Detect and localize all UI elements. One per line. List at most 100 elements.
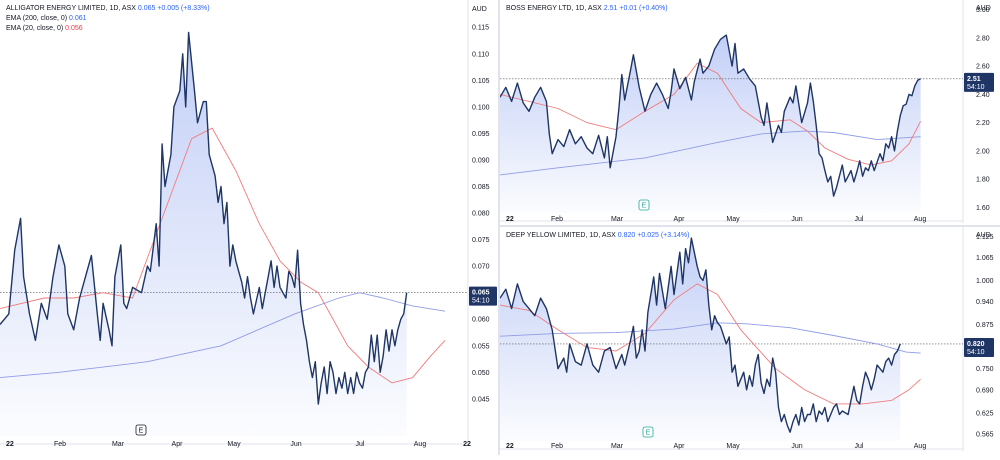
y-tick-label: 1.80 (976, 177, 990, 184)
y-tick-label: 3.00 (976, 7, 990, 14)
legend-header: ALLIGATOR ENERGY LIMITED, 1D, ASX 0.065 … (6, 4, 210, 14)
x-tick-label: Mar (611, 443, 624, 450)
legend-change: +0.025 (+3.14%) (637, 232, 690, 239)
y-tick-label: 0.105 (472, 78, 490, 85)
x-tick-label: Mar (611, 216, 624, 223)
pane-divider-horizontal[interactable] (500, 225, 1000, 227)
x-tick-label: Aug (914, 443, 927, 450)
y-tick-label: 1.60 (976, 205, 990, 212)
chart-deep-yellow[interactable]: 1.1251.0651.0000.9400.8750.8150.7500.690… (499, 227, 1000, 455)
x-tick-label: Jul (356, 441, 365, 448)
legend-price: 2.51 (603, 5, 618, 12)
x-tick-label: Jun (290, 441, 301, 448)
x-tick-label: Aug (914, 216, 927, 223)
legend-ema20[interactable]: EMA (20, close, 0) 0.056 (6, 24, 210, 34)
y-tick-label: 1.065 (976, 255, 994, 262)
price-tag-value: 0.820 (967, 341, 985, 348)
x-tick-label: May (726, 443, 740, 450)
y-tick-label: 0.625 (976, 410, 994, 417)
ema20-line (499, 283, 921, 405)
x-tick-label: Aug (414, 441, 427, 448)
x-tick-label: Jul (855, 443, 864, 450)
legend-ema200-value: 0.061 (69, 15, 87, 22)
chart-pane-deep-yellow[interactable]: 1.1251.0651.0000.9400.8750.8150.7500.690… (499, 227, 1000, 455)
legend-symbol: ALLIGATOR ENERGY LIMITED, 1D, ASX (6, 5, 136, 12)
y-tick-label: 0.875 (976, 322, 994, 329)
y-tick-label: 0.060 (472, 317, 490, 324)
y-tick-label: 0.080 (472, 211, 490, 218)
y-tick-label: 0.045 (472, 396, 490, 403)
y-tick-label: 1.000 (976, 278, 994, 285)
earnings-marker (638, 199, 650, 211)
price-line (0, 31, 408, 405)
ema200-line (499, 322, 921, 354)
earnings-marker-label: E (642, 203, 647, 210)
chart-boss[interactable]: 3.00 2.80 2.60 2.40 2.20 2.00 1.80 1.60 AUD 22 Feb… (499, 0, 1000, 225)
y-tick-label: 0.095 (472, 131, 490, 138)
x-tick-label: Feb (551, 443, 563, 450)
price-tag-timer: 54:10 (967, 349, 985, 356)
ema20-line (499, 62, 922, 166)
legend-alligator: ALLIGATOR ENERGY LIMITED, 1D, ASX 0.065 … (6, 4, 210, 34)
x-tick-label: Jun (791, 216, 802, 223)
earnings-marker-label: E (139, 428, 144, 435)
legend-header: DEEP YELLOW LIMITED, 1D, ASX 0.820 +0.02… (506, 231, 689, 241)
y-tick-label: 0.565 (976, 431, 994, 438)
y-tick-label: 2.20 (976, 120, 990, 127)
chart-pane-boss[interactable]: 3.00 2.80 2.60 2.40 2.20 2.00 1.80 1.60 AUD 22 Feb… (499, 0, 1000, 225)
legend-header: BOSS ENERGY LTD, 1D, ASX 2.51 +0.01 (+0.… (506, 4, 668, 14)
price-area-fill (500, 35, 921, 213)
x-tick-label: Apr (674, 216, 686, 223)
y-tick-label: 0.750 (976, 366, 994, 373)
x-tick-label: Mar (112, 441, 125, 448)
x-tick-label: Jun (791, 443, 802, 450)
chart-alligator[interactable]: 0.115 0.110 0.105 0.100 0.095 0.090 0.085 0.080… (0, 0, 498, 455)
y-tick-label: 0.100 (472, 104, 490, 111)
x-tick-label: 22 (6, 441, 14, 448)
y-tick-label: 0.940 (976, 299, 994, 306)
legend-ema200[interactable]: EMA (200, close, 0) 0.061 (6, 14, 210, 24)
x-tick-label: 22 (463, 441, 471, 448)
x-tick-label: 22 (506, 216, 514, 223)
x-tick-label: Feb (551, 216, 563, 223)
y-tick-label: 2.40 (976, 92, 990, 99)
y-tick-label: 2.80 (976, 35, 990, 42)
x-tick-label: Feb (54, 441, 66, 448)
ema200-line (499, 130, 921, 176)
ema20-line (0, 127, 446, 384)
x-tick-label: Apr (172, 441, 184, 448)
price-line (499, 237, 901, 433)
legend-symbol: DEEP YELLOW LIMITED, 1D, ASX (506, 232, 616, 239)
earnings-marker (135, 424, 147, 436)
x-tick-label: Apr (674, 443, 686, 450)
y-tick-label: 0.070 (472, 264, 490, 271)
legend-price: 0.065 (137, 5, 156, 12)
chart-pane-alligator[interactable]: 0.115 0.110 0.105 0.100 0.095 0.090 0.085 0.080… (0, 0, 498, 455)
price-area-fill (500, 238, 901, 441)
price-tag-value: 2.51 (967, 76, 981, 83)
pane-divider-vertical[interactable] (498, 0, 500, 455)
x-tick-label: May (227, 441, 241, 448)
price-tag (469, 286, 497, 306)
y-tick-label: 0.690 (976, 387, 994, 394)
currency-label: AUD (976, 5, 991, 12)
y-tick-label: 0.090 (472, 157, 490, 164)
ema200-line (0, 292, 446, 379)
price-tag-timer: 54:10 (967, 84, 985, 91)
price-tag-value: 0.065 (472, 290, 490, 297)
x-tick-label: Jul (855, 216, 864, 223)
legend-change: +0.01 (+0.40%) (619, 5, 668, 12)
legend-change: +0.005 (+8.33%) (157, 5, 210, 12)
y-tick-label: 0.055 (472, 343, 490, 350)
price-tag (964, 337, 994, 357)
legend-symbol: BOSS ENERGY LTD, 1D, ASX (506, 5, 602, 12)
y-tick-label: 2.00 (976, 148, 990, 155)
x-tick-label: 22 (506, 443, 514, 450)
y-tick-label: 0.050 (472, 370, 490, 377)
price-tag-timer: 54:10 (472, 298, 490, 305)
y-tick-label: 0.085 (472, 184, 490, 191)
y-tick-label: 0.110 (472, 51, 489, 58)
legend-price: 0.820 (617, 232, 636, 239)
legend-ema20-label: EMA (20, close, 0) (6, 25, 64, 32)
currency-label: AUD (472, 6, 487, 13)
